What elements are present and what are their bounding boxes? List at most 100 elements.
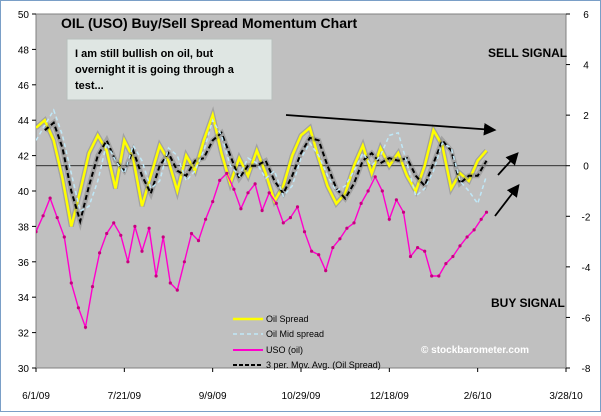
left-tick-label: 38 bbox=[18, 222, 30, 233]
trend-arrow-mid bbox=[497, 152, 519, 176]
uso-point bbox=[302, 230, 307, 234]
x-tick-label: 7/21/09 bbox=[108, 391, 142, 402]
uso-point bbox=[69, 281, 73, 285]
uso-point bbox=[112, 221, 116, 225]
uso-point bbox=[204, 217, 208, 221]
uso-point bbox=[119, 233, 123, 237]
uso-point bbox=[225, 171, 229, 175]
legend-label-uso: USO (oil) bbox=[266, 345, 303, 355]
uso-point bbox=[352, 221, 356, 225]
left-tick-label: 46 bbox=[18, 81, 30, 92]
legend-label-oil-mid-spread: Oil Mid spread bbox=[266, 329, 324, 339]
uso-point bbox=[126, 260, 130, 264]
note-line-3: test... bbox=[75, 80, 104, 92]
uso-point bbox=[182, 260, 186, 264]
left-tick-label: 40 bbox=[18, 187, 30, 198]
series-group bbox=[36, 106, 489, 331]
uso-point bbox=[196, 239, 201, 243]
x-tick-label: 6/1/09 bbox=[22, 391, 50, 402]
uso-point bbox=[133, 224, 137, 228]
right-tick-label: 6 bbox=[583, 10, 589, 21]
uso-point bbox=[168, 281, 172, 285]
uso-point bbox=[451, 254, 455, 259]
uso-point bbox=[76, 306, 80, 310]
x-tick-label: 12/18/09 bbox=[370, 391, 409, 402]
x-tick-label: 9/9/09 bbox=[199, 391, 227, 402]
uso-point bbox=[387, 217, 391, 221]
x-tick-label: 2/6/10 bbox=[464, 391, 492, 402]
uso-point bbox=[253, 182, 257, 186]
left-tick-label: 32 bbox=[18, 329, 30, 340]
uso-point bbox=[380, 189, 384, 193]
uso-point bbox=[373, 175, 377, 179]
uso-point bbox=[401, 210, 406, 214]
left-tick-label: 48 bbox=[18, 45, 30, 56]
uso-point bbox=[90, 285, 95, 289]
legend-label-moving-average: 3 per. Mov. Avg. (Oil Spread) bbox=[266, 360, 381, 370]
uso-point bbox=[317, 253, 321, 257]
left-tick-label: 30 bbox=[18, 364, 30, 375]
series-oil-mid-spread bbox=[36, 108, 488, 213]
uso-point bbox=[345, 226, 349, 230]
uso-point bbox=[267, 191, 271, 195]
right-axis: -8 -6 -4 -2 0 2 4 6 bbox=[566, 10, 591, 375]
left-tick-label: 50 bbox=[18, 10, 30, 21]
uso-point bbox=[444, 262, 448, 266]
right-tick-label: -4 bbox=[582, 263, 591, 274]
uso-point bbox=[359, 201, 363, 205]
uso-point bbox=[281, 221, 285, 225]
trend-arrow-low bbox=[494, 184, 520, 217]
uso-point bbox=[394, 198, 398, 202]
trend-arrow-top bbox=[285, 114, 497, 136]
uso-point bbox=[366, 189, 370, 193]
uso-point bbox=[416, 246, 420, 250]
uso-point bbox=[140, 249, 144, 253]
right-tick-label: 4 bbox=[583, 61, 589, 72]
buy-signal-label: BUY SIGNAL bbox=[491, 296, 565, 310]
uso-point bbox=[472, 228, 476, 232]
uso-point bbox=[83, 325, 88, 329]
left-tick-label: 34 bbox=[18, 293, 30, 304]
right-tick-label: -6 bbox=[582, 313, 591, 324]
uso-point bbox=[218, 178, 222, 182]
uso-point bbox=[239, 207, 243, 211]
uso-point bbox=[36, 230, 38, 234]
sell-signal-label: SELL SIGNAL bbox=[488, 46, 567, 60]
x-axis: 6/1/09 7/21/09 9/9/09 10/29/09 12/18/09 2/6/1… bbox=[22, 368, 583, 402]
uso-point bbox=[48, 196, 52, 200]
left-tick-label: 42 bbox=[18, 152, 30, 163]
uso-point bbox=[430, 274, 434, 278]
right-tick-label: 2 bbox=[583, 111, 589, 122]
series-oil-spread bbox=[36, 110, 488, 227]
uso-point bbox=[295, 205, 300, 209]
right-tick-label: -2 bbox=[582, 212, 591, 223]
uso-point bbox=[338, 237, 342, 241]
uso-point bbox=[41, 214, 45, 218]
left-tick-label: 36 bbox=[18, 258, 30, 269]
uso-point bbox=[246, 191, 250, 195]
left-axis: 30 32 34 36 38 40 42 44 46 48 50 bbox=[18, 10, 36, 375]
uso-point bbox=[408, 254, 413, 259]
uso-point bbox=[189, 231, 194, 236]
uso-point bbox=[175, 288, 179, 292]
uso-point bbox=[62, 235, 66, 239]
note-line-2: overnight it is going through a bbox=[75, 64, 235, 76]
note-box bbox=[66, 38, 273, 101]
uso-point bbox=[458, 244, 462, 248]
legend-label-oil-spread: Oil Spread bbox=[266, 314, 309, 324]
note-line-1: I am still bullish on oil, but bbox=[75, 48, 213, 60]
uso-point bbox=[324, 269, 328, 273]
uso-point bbox=[105, 231, 109, 236]
uso-point bbox=[154, 274, 158, 278]
uso-point bbox=[232, 187, 236, 191]
uso-point bbox=[147, 226, 151, 230]
uso-point bbox=[211, 200, 215, 204]
uso-point bbox=[274, 201, 278, 205]
uso-point bbox=[161, 235, 165, 239]
uso-point bbox=[310, 249, 314, 253]
uso-point bbox=[423, 249, 427, 253]
watermark: © stockbarometer.com bbox=[421, 345, 529, 356]
uso-point bbox=[55, 216, 59, 220]
